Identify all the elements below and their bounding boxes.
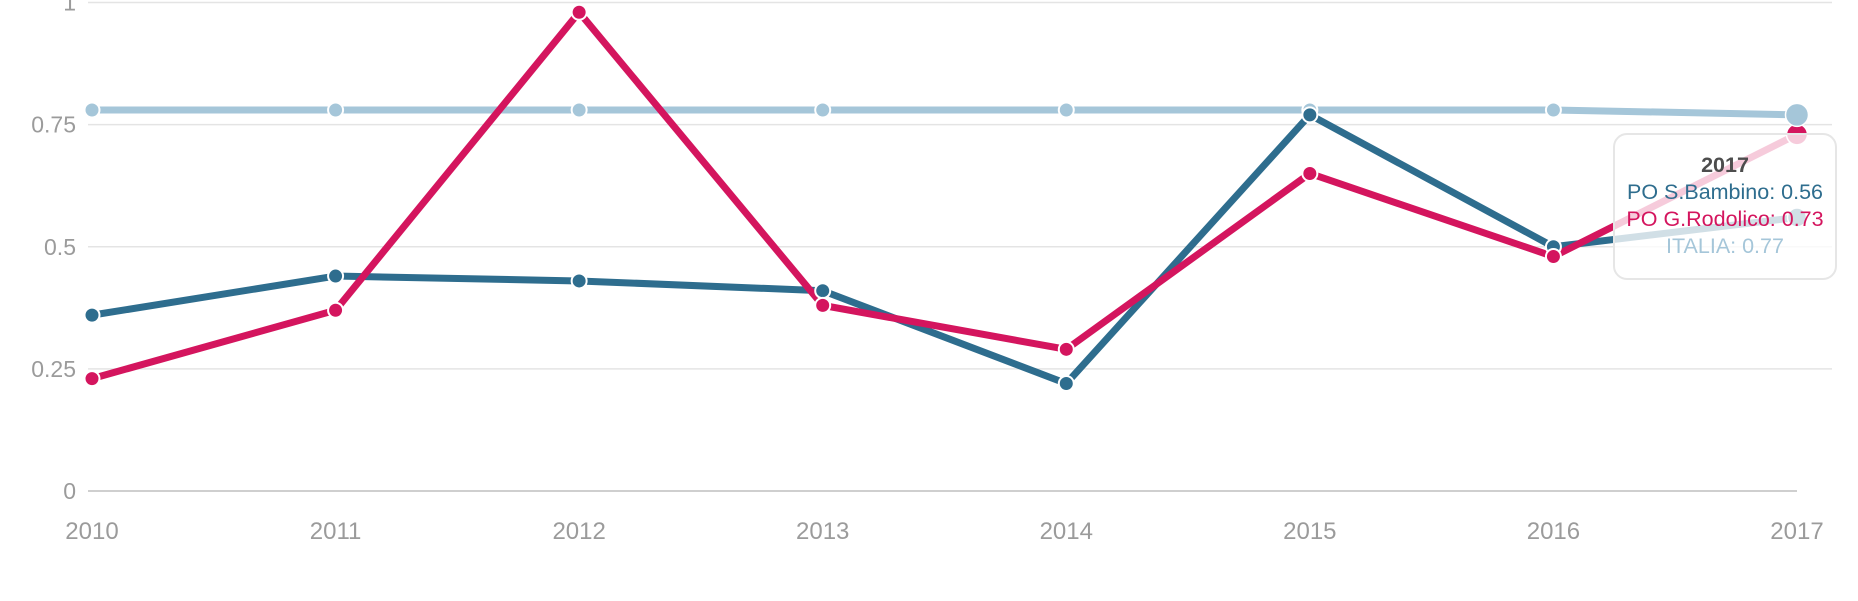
data-point-italia-2013[interactable]	[814, 101, 832, 119]
data-point-po-g-rodolico-2011[interactable]	[327, 301, 345, 319]
series-line-po-s-bambino[interactable]	[88, 111, 1801, 388]
chart-tooltip: 2017 PO S.Bambino: 0.56 PO G.Rodolico: 0…	[1613, 133, 1837, 280]
data-point-po-s-bambino-2015[interactable]	[1301, 106, 1319, 124]
y-axis-label: 0.75	[31, 112, 76, 138]
data-point-po-s-bambino-2013[interactable]	[814, 282, 832, 300]
x-axis-label: 2010	[65, 518, 118, 545]
data-point-po-g-rodolico-2016[interactable]	[1544, 248, 1562, 266]
x-axis-label: 2017	[1770, 518, 1823, 545]
data-point-italia-2012[interactable]	[570, 101, 588, 119]
x-axis-label: 2013	[796, 518, 849, 545]
tooltip-row-po-g-rodolico: PO G.Rodolico: 0.73	[1626, 207, 1824, 231]
data-point-italia-2014[interactable]	[1057, 101, 1075, 119]
x-axis-label: 2016	[1527, 518, 1580, 545]
series-line-italia[interactable]	[88, 106, 1801, 119]
y-axis-label: 1	[63, 0, 76, 16]
data-point-po-g-rodolico-2014[interactable]	[1057, 340, 1075, 358]
data-point-italia-2010[interactable]	[83, 101, 101, 119]
data-point-italia-2016[interactable]	[1544, 101, 1562, 119]
data-point-po-g-rodolico-2015[interactable]	[1301, 164, 1319, 182]
y-axis-label: 0	[63, 478, 76, 504]
x-axis-label: 2011	[310, 518, 362, 545]
tooltip-row-italia: ITALIA: 0.77	[1666, 234, 1784, 258]
data-point-italia-2011[interactable]	[327, 101, 345, 119]
x-axis-label: 2015	[1283, 518, 1336, 545]
highlighted-data-point-italia-2017[interactable]	[1784, 102, 1810, 128]
x-axis-label: 2012	[552, 518, 605, 545]
data-point-po-s-bambino-2010[interactable]	[83, 306, 101, 324]
tooltip-year-title: 2017	[1701, 153, 1749, 177]
x-axis-label: 2014	[1040, 518, 1093, 545]
series-line-po-g-rodolico[interactable]	[88, 8, 1801, 383]
data-point-po-g-rodolico-2010[interactable]	[83, 370, 101, 388]
y-axis-label: 0.25	[31, 356, 76, 382]
data-point-po-s-bambino-2014[interactable]	[1057, 375, 1075, 393]
data-point-po-g-rodolico-2013[interactable]	[814, 296, 832, 314]
data-point-po-s-bambino-2011[interactable]	[327, 267, 345, 285]
data-point-po-g-rodolico-2012[interactable]	[570, 3, 588, 21]
y-axis-label: 0.5	[44, 234, 76, 260]
data-point-po-s-bambino-2012[interactable]	[570, 272, 588, 290]
tooltip-row-po-s-bambino: PO S.Bambino: 0.56	[1627, 180, 1823, 204]
